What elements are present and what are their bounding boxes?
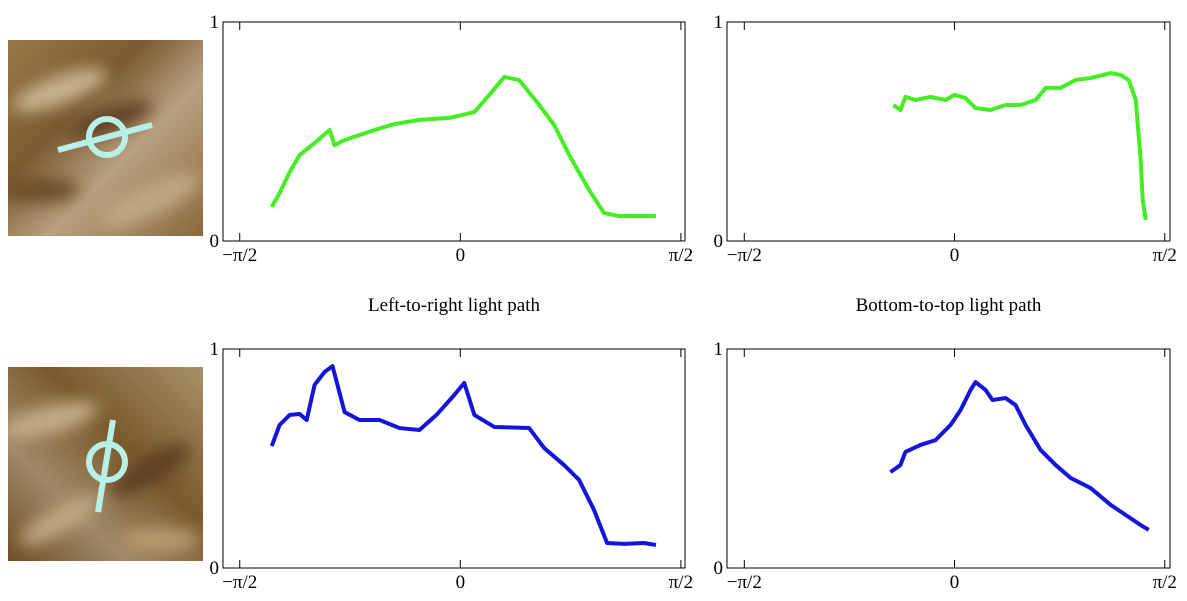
- x-tick-label: π/2: [669, 572, 693, 593]
- data-line: [892, 71, 1148, 221]
- x-tick-label: 0: [456, 245, 466, 266]
- image-patch: [8, 367, 203, 561]
- y-tick-label: 1: [210, 339, 220, 360]
- x-tick-label: 0: [950, 245, 960, 266]
- y-tick-label: 0: [210, 558, 220, 579]
- data-line: [269, 364, 657, 547]
- x-tick-label: 0: [456, 572, 466, 593]
- caption: Left-to-right light path: [368, 295, 541, 316]
- plot-frame: [726, 348, 1171, 569]
- y-tick-label: 1: [210, 12, 220, 33]
- data-line: [269, 74, 656, 219]
- y-tick-label: 1: [714, 12, 724, 33]
- x-tick-label: −π/2: [222, 245, 257, 266]
- x-tick-label: −π/2: [222, 572, 257, 593]
- y-tick-label: 0: [210, 231, 220, 252]
- caption: Bottom-to-top light path: [856, 295, 1042, 316]
- plot-frame: [222, 21, 686, 242]
- data-line: [889, 380, 1150, 532]
- x-tick-label: −π/2: [727, 245, 762, 266]
- x-tick-label: −π/2: [727, 572, 762, 593]
- y-tick-label: 1: [714, 339, 724, 360]
- x-tick-label: 0: [950, 572, 960, 593]
- y-tick-label: 0: [714, 231, 724, 252]
- x-tick-label: π/2: [669, 245, 693, 266]
- image-patch: [8, 40, 203, 236]
- plot-frame: [222, 348, 686, 569]
- x-tick-label: π/2: [1153, 245, 1177, 266]
- y-tick-label: 0: [714, 558, 724, 579]
- x-tick-label: π/2: [1153, 572, 1177, 593]
- plot-frame: [726, 21, 1171, 242]
